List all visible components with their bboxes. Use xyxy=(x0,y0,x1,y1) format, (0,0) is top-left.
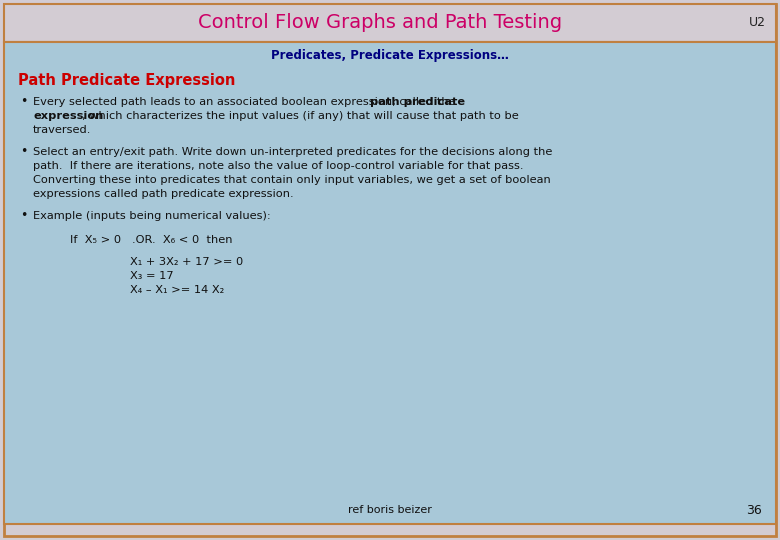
Text: Control Flow Graphs and Path Testing: Control Flow Graphs and Path Testing xyxy=(198,14,562,32)
Text: path predicate: path predicate xyxy=(370,97,465,107)
Text: Path Predicate Expression: Path Predicate Expression xyxy=(18,72,236,87)
Text: Example (inputs being numerical values):: Example (inputs being numerical values): xyxy=(33,211,271,221)
Text: , which characterizes the input values (if any) that will cause that path to be: , which characterizes the input values (… xyxy=(82,111,519,121)
Bar xyxy=(4,42,776,524)
Text: ref boris beizer: ref boris beizer xyxy=(348,505,432,515)
Text: X₃ = 17: X₃ = 17 xyxy=(130,271,174,281)
Text: 36: 36 xyxy=(746,503,762,516)
Text: expression: expression xyxy=(33,111,104,121)
Text: Converting these into predicates that contain only input variables, we get a set: Converting these into predicates that co… xyxy=(33,175,551,185)
Text: expressions called path predicate expression.: expressions called path predicate expres… xyxy=(33,189,293,199)
Text: Select an entry/exit path. Write down un-interpreted predicates for the decision: Select an entry/exit path. Write down un… xyxy=(33,147,552,157)
Bar xyxy=(4,4,776,42)
Text: path.  If there are iterations, note also the value of loop-control variable for: path. If there are iterations, note also… xyxy=(33,161,523,171)
Text: If  X₅ > 0   .OR.  X₆ < 0  then: If X₅ > 0 .OR. X₆ < 0 then xyxy=(70,235,232,245)
Text: Predicates, Predicate Expressions…: Predicates, Predicate Expressions… xyxy=(271,50,509,63)
Text: traversed.: traversed. xyxy=(33,125,91,135)
Text: •: • xyxy=(20,145,27,159)
Text: •: • xyxy=(20,210,27,222)
Text: •: • xyxy=(20,96,27,109)
Text: X₄ – X₁ >= 14 X₂: X₄ – X₁ >= 14 X₂ xyxy=(130,285,225,295)
Text: Every selected path leads to an associated boolean expression, called the: Every selected path leads to an associat… xyxy=(33,97,459,107)
Text: U2: U2 xyxy=(749,17,766,30)
Text: X₁ + 3X₂ + 17 >= 0: X₁ + 3X₂ + 17 >= 0 xyxy=(130,257,243,267)
